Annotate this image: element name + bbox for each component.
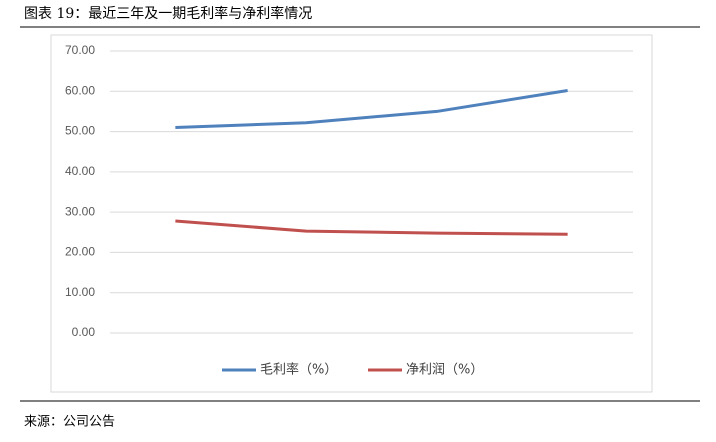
y-tick-label: 0.00 xyxy=(72,325,96,339)
y-tick-label: 30.00 xyxy=(65,204,95,218)
legend-label: 净利润（%） xyxy=(406,363,483,378)
y-tick-label: 60.00 xyxy=(65,83,95,97)
y-tick-label: 70.00 xyxy=(65,43,95,57)
y-tick-label: 20.00 xyxy=(65,245,95,259)
source: 来源：公司公告 xyxy=(24,415,115,430)
chart-title: 图表 19：最近三年及一期毛利率与净利率情况 xyxy=(24,5,312,22)
y-tick-label: 40.00 xyxy=(65,164,95,178)
series-line xyxy=(175,219,568,236)
legend-label: 毛利率（%） xyxy=(260,362,337,378)
series-line xyxy=(175,88,568,130)
chart-frame xyxy=(50,34,653,393)
y-tick-label: 10.00 xyxy=(65,285,95,299)
y-tick-label: 50.00 xyxy=(65,124,95,138)
